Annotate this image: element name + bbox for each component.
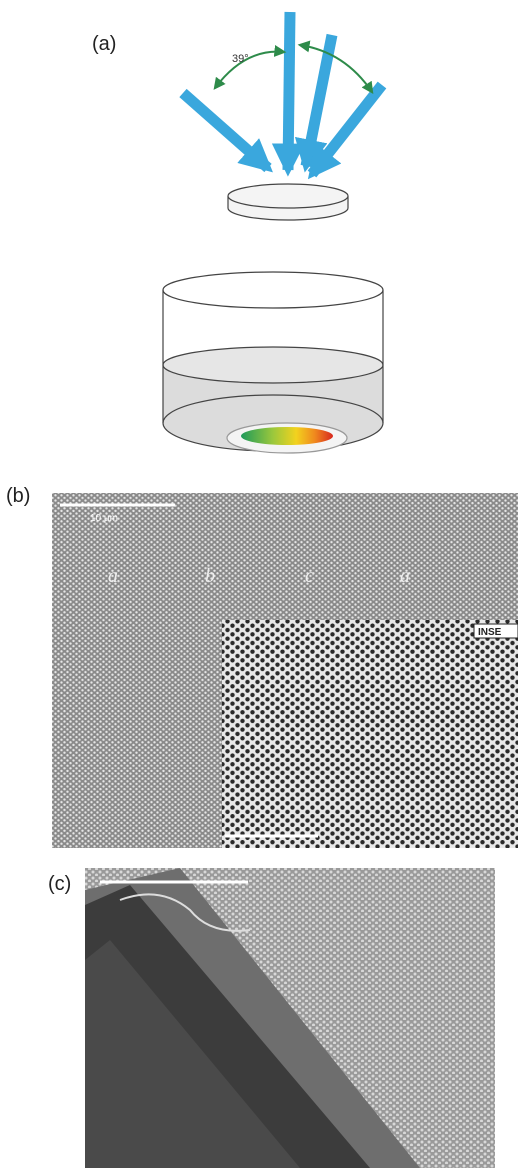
page: (a) 39° (b) 10 µm a b c a INSE (c) bbox=[0, 0, 518, 1168]
beams bbox=[183, 12, 382, 174]
figure: (a) 39° (b) 10 µm a b c a INSE (c) bbox=[0, 0, 518, 1168]
sem-image-c bbox=[85, 868, 495, 1168]
stacking-label: a bbox=[108, 565, 118, 587]
panel-label: (a) bbox=[92, 33, 116, 55]
stacking-label: a bbox=[400, 565, 410, 587]
substrate bbox=[228, 184, 348, 220]
inset-image bbox=[222, 620, 518, 848]
inset-label: INSE bbox=[478, 627, 502, 638]
angle-arc bbox=[300, 45, 372, 92]
beaker bbox=[163, 272, 383, 453]
panel-label: (b) bbox=[6, 485, 30, 507]
angle-label: 39° bbox=[232, 53, 249, 65]
stacking-label: b bbox=[205, 565, 215, 587]
scale-label: 10 µm bbox=[90, 513, 118, 524]
panel-label: (c) bbox=[48, 873, 71, 895]
angle-arc bbox=[215, 52, 284, 88]
stacking-label: c bbox=[305, 565, 314, 587]
